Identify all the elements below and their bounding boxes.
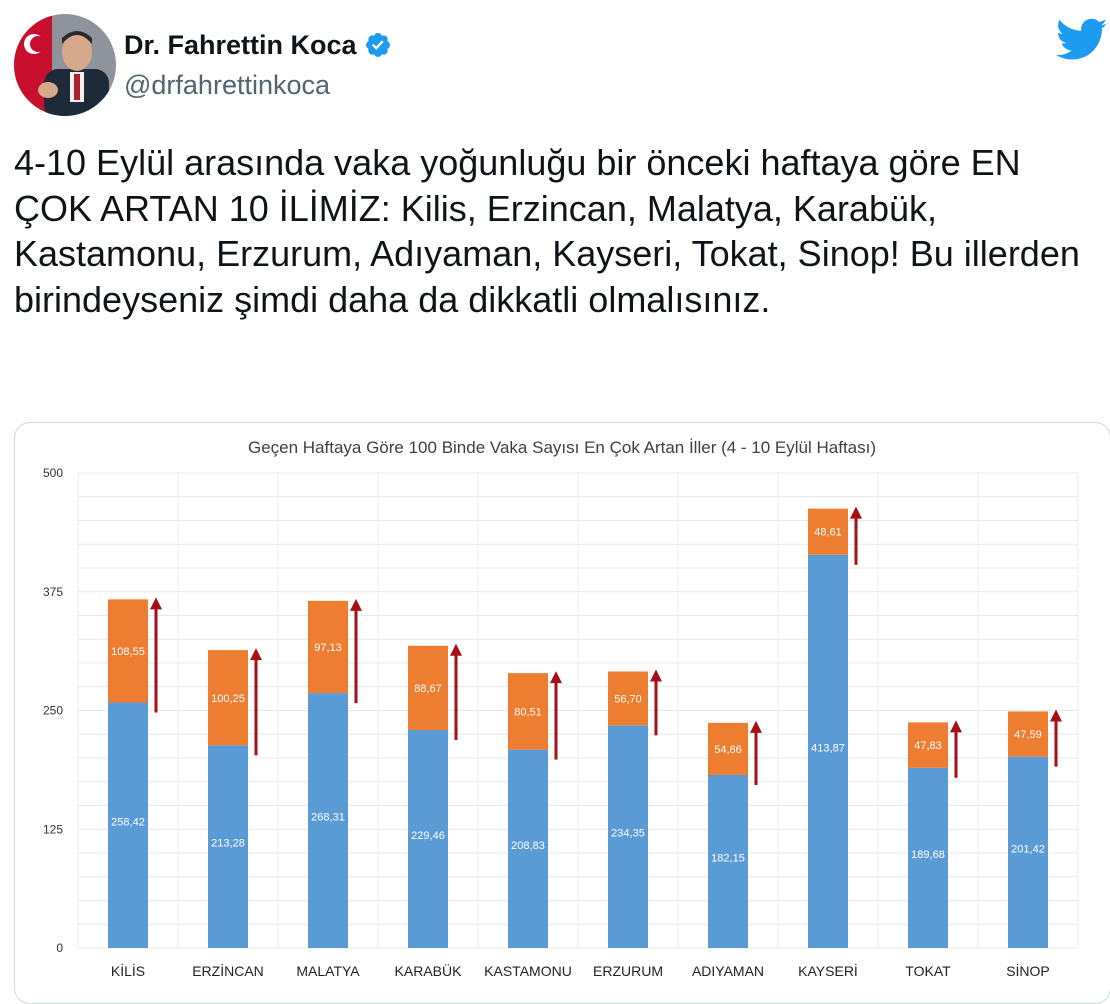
bar-value-label-base: 268,31 xyxy=(311,812,345,824)
y-tick-label: 500 xyxy=(43,466,63,480)
bar-segment-increase xyxy=(108,599,148,703)
bar-value-label-increase: 97,13 xyxy=(314,642,342,654)
increase-arrow-head xyxy=(850,506,862,519)
chart-title: Geçen Haftaya Göre 100 Binde Vaka Sayısı… xyxy=(248,438,876,457)
author-name-row: Dr. Fahrettin Koca xyxy=(124,28,392,62)
avatar-image xyxy=(14,14,116,116)
increase-arrow-head xyxy=(250,648,262,661)
bar-value-label-increase: 80,51 xyxy=(514,706,542,718)
bar-segment-base xyxy=(808,554,848,948)
bar-value-label-base: 234,35 xyxy=(611,828,645,840)
increase-arrow-head xyxy=(550,671,562,684)
bar-value-label-base: 229,46 xyxy=(411,830,445,842)
author-handle[interactable]: @drfahrettinkoca xyxy=(124,70,331,100)
bar-value-label-increase: 88,67 xyxy=(414,683,442,695)
bar-segment-base xyxy=(208,745,248,948)
bar-segment-base xyxy=(508,749,548,948)
bar-value-label-increase: 47,59 xyxy=(1014,729,1042,741)
bar-segment-base xyxy=(908,767,948,948)
bar-value-label-base: 213,28 xyxy=(211,838,245,850)
bar-segment-base xyxy=(408,730,448,948)
x-tick-label: KİLİS xyxy=(111,962,145,979)
increase-arrow-head xyxy=(950,720,962,733)
author-name[interactable]: Dr. Fahrettin Koca xyxy=(124,29,357,60)
bar-segment-increase xyxy=(808,508,848,555)
bar-segment-increase xyxy=(608,671,648,726)
bar-segment-base xyxy=(308,693,348,948)
increase-arrow-head xyxy=(150,597,162,610)
bar-segment-increase xyxy=(208,650,248,746)
bar-value-label-base: 182,15 xyxy=(711,852,745,864)
bar-value-label-increase: 56,70 xyxy=(614,693,642,705)
bar-segment-base xyxy=(708,774,748,948)
author-avatar[interactable] xyxy=(14,14,116,116)
bar-value-label-increase: 108,55 xyxy=(111,646,145,658)
x-tick-label: MALATYA xyxy=(296,963,360,979)
tweet-media-chart[interactable]: Geçen Haftaya Göre 100 Binde Vaka Sayısı… xyxy=(14,422,1110,1004)
increase-arrow-head xyxy=(450,643,462,656)
bar-segment-base xyxy=(108,702,148,948)
chart: Geçen Haftaya Göre 100 Binde Vaka Sayısı… xyxy=(43,438,1079,979)
x-tick-label: ERZİNCAN xyxy=(192,962,264,979)
bar-segment-increase xyxy=(408,645,448,731)
verified-badge-icon xyxy=(365,33,390,57)
x-tick-label: SİNOP xyxy=(1006,962,1050,979)
x-tick-label: KASTAMONU xyxy=(484,963,572,979)
bar-value-label-increase: 100,25 xyxy=(211,693,245,705)
x-tick-label: KARABÜK xyxy=(395,962,463,979)
bar-value-label-base: 201,42 xyxy=(1011,843,1045,855)
bar-segment-increase xyxy=(308,600,348,694)
bar-value-label-increase: 54,86 xyxy=(714,744,742,756)
y-tick-label: 375 xyxy=(43,585,63,599)
x-tick-label: ERZURUM xyxy=(593,963,663,979)
bar-segment-increase xyxy=(1008,711,1048,757)
increase-arrow-head xyxy=(1050,709,1062,722)
bar-value-label-base: 258,42 xyxy=(111,816,145,828)
bar-value-label-increase: 47,83 xyxy=(914,740,942,752)
bar-value-label-base: 189,68 xyxy=(911,849,945,861)
bar-segment-base xyxy=(1008,756,1048,948)
bar-segment-increase xyxy=(908,722,948,768)
x-tick-label: TOKAT xyxy=(905,963,951,979)
y-tick-label: 250 xyxy=(43,704,63,718)
increase-arrow-head xyxy=(350,598,362,611)
bar-segment-increase xyxy=(708,722,748,775)
tweet-text: 4-10 Eylül arasında vaka yoğunluğu bir ö… xyxy=(14,142,1080,320)
twitter-bird-icon[interactable] xyxy=(1056,18,1108,62)
x-tick-label: KAYSERİ xyxy=(798,962,858,979)
bar-value-label-base: 413,87 xyxy=(811,742,845,754)
increase-arrow-head xyxy=(750,720,762,733)
y-tick-label: 0 xyxy=(56,941,63,955)
bar-value-label-base: 208,83 xyxy=(511,840,545,852)
increase-arrow-head xyxy=(650,669,662,682)
x-tick-label: ADIYAMAN xyxy=(692,963,764,979)
bar-value-label-increase: 48,61 xyxy=(814,527,842,539)
bar-segment-base xyxy=(608,725,648,948)
bar-segment-increase xyxy=(508,673,548,750)
y-tick-label: 125 xyxy=(43,822,63,836)
